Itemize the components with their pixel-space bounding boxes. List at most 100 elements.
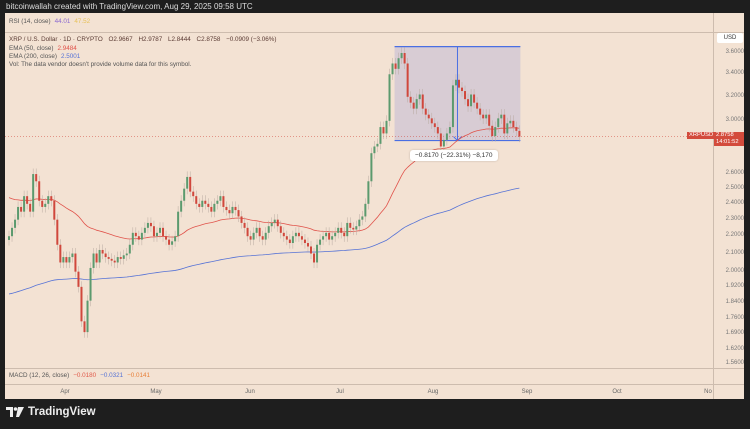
chart-panel[interactable]: RSI (14, close) 44.01 47.52 XRP / U.S. Dol… [5, 13, 744, 399]
low-value: L2.8444 [168, 36, 191, 43]
candle-body [310, 246, 312, 254]
candle-body [140, 232, 143, 240]
price-tick: 3.4000 [725, 70, 744, 77]
candle-body [50, 196, 53, 201]
candle-body [125, 253, 128, 256]
candle-body [451, 85, 454, 128]
ema200-value: 2.5001 [60, 53, 81, 60]
candle-body [512, 120, 515, 128]
price-tick: 2.3000 [725, 215, 744, 222]
price-tick: 2.0000 [725, 267, 744, 274]
candle-body [352, 227, 355, 230]
candle-body [500, 114, 503, 119]
price-plot[interactable] [5, 13, 713, 368]
candle-body [32, 174, 35, 212]
price-tick: 3.2000 [725, 92, 744, 99]
pane-divider[interactable] [5, 32, 744, 33]
change-value: −0.0909 (−3.06%) [226, 36, 277, 43]
candle-body [461, 87, 463, 92]
rsi-value: 44.01 [54, 18, 71, 25]
candle-body [246, 227, 249, 237]
candle-body [80, 286, 83, 322]
candle-body [168, 239, 171, 245]
candle-body [207, 203, 210, 207]
symbol-price-tag: XRPUSD [687, 132, 716, 139]
candle-body [222, 196, 225, 207]
price-tick: 1.9200 [725, 282, 744, 289]
candle-body [113, 260, 116, 263]
candle-body [44, 203, 47, 207]
candle-body [473, 94, 476, 103]
currency-button[interactable]: USD [717, 33, 743, 43]
candle-body [252, 232, 255, 240]
candle-body [294, 232, 297, 237]
candle-body [264, 232, 267, 240]
candle-body [92, 253, 95, 268]
pane-divider[interactable] [5, 368, 744, 369]
candle-body [297, 232, 300, 237]
volume-note: Vol: The data vendor doesn't provide vol… [9, 61, 192, 68]
candle-body [364, 203, 367, 217]
price-tick: 1.6200 [725, 346, 744, 353]
candle-body [201, 200, 204, 207]
candle-body [291, 236, 294, 244]
candle-body [457, 79, 460, 88]
candle-body [110, 258, 113, 261]
candle-body [379, 127, 382, 144]
candle-body [270, 222, 273, 227]
candle-body [255, 227, 258, 233]
candle-body [249, 236, 252, 240]
candle-body [104, 253, 107, 258]
candle-body [412, 102, 415, 109]
last-price-tag: 2.8758 14:01:52 [714, 132, 744, 146]
candle-body [26, 196, 29, 204]
candle-body [53, 200, 56, 220]
candle-body [89, 267, 92, 301]
candle-body [509, 120, 512, 124]
candle-body [276, 219, 279, 227]
candle-body [62, 257, 65, 263]
candle-body [261, 236, 264, 240]
candle-body [279, 226, 282, 233]
candle-body [243, 222, 246, 228]
candle-body [470, 94, 473, 107]
price-tick: 1.5600 [725, 360, 744, 367]
candle-body [433, 123, 436, 128]
candle-body [319, 239, 322, 245]
candle-body [20, 206, 23, 212]
candle-body [518, 130, 521, 137]
candle-body [186, 176, 189, 189]
time-axis-divider [5, 384, 744, 385]
candle-body [47, 196, 50, 204]
candle-body [376, 143, 379, 147]
candle-body [355, 226, 358, 230]
candle-body [258, 227, 261, 237]
price-tick: 3.0000 [725, 116, 744, 123]
candle-body [155, 232, 158, 237]
candle-body [267, 226, 270, 233]
chart-caption: bitcoinwallah created with TradingView.c… [6, 2, 253, 11]
candle-body [240, 216, 243, 223]
candle-body [358, 219, 361, 227]
candle-body [183, 188, 186, 201]
open-value: O2.9667 [108, 36, 133, 43]
candle-body [65, 257, 68, 263]
tradingview-logo-icon [6, 407, 24, 417]
candle-body [131, 232, 134, 245]
candle-body [328, 232, 331, 240]
price-tick: 2.5000 [725, 184, 744, 191]
candle-body [394, 63, 397, 69]
candle-body [430, 118, 433, 124]
candle-body [385, 120, 388, 134]
candle-body [303, 239, 306, 244]
candle-body [346, 222, 349, 237]
candle-body [165, 236, 168, 240]
candle-body [177, 211, 180, 237]
candle-body [476, 102, 479, 109]
candle-body [316, 244, 319, 263]
price-tick: 2.4000 [725, 199, 744, 206]
candle-body [98, 249, 101, 263]
candle-body [515, 127, 518, 131]
candle-body [101, 249, 104, 254]
candle-body [77, 271, 80, 287]
